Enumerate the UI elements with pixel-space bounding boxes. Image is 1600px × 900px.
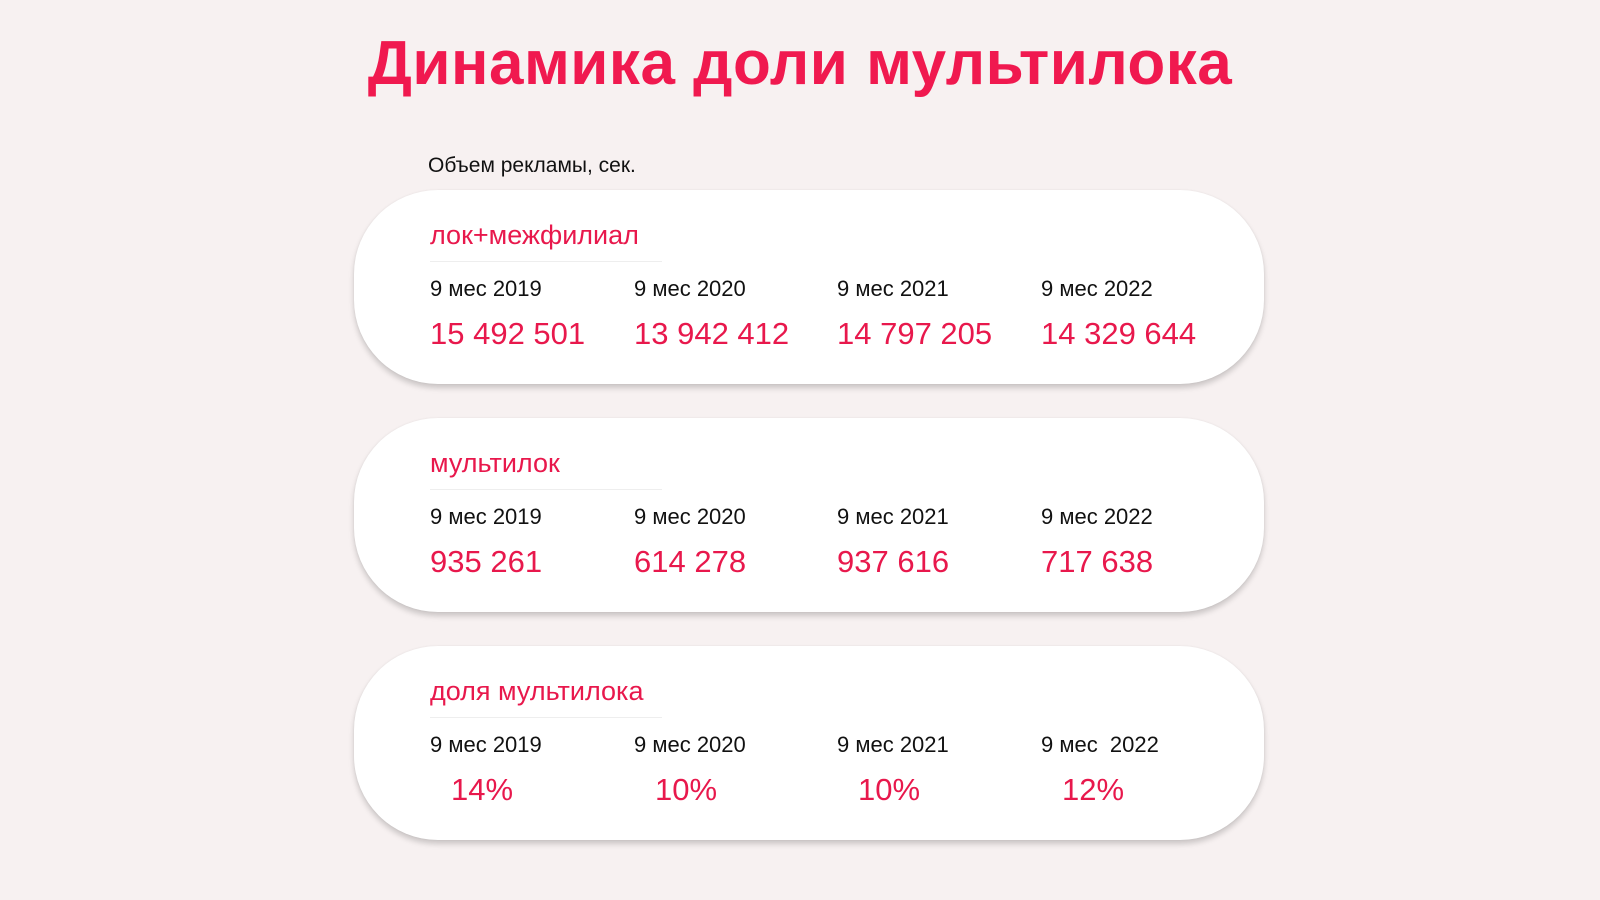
value: 15 492 501 [430,316,586,351]
card-lok-mezhfilial: лок+межфилиал 9 мес 2019 9 мес 2020 9 ме… [354,190,1264,384]
period-label: 9 мес 2022 [1041,732,1159,757]
percent-value: 14% [450,772,514,807]
card-multilok: мультилок 9 мес 2019 9 мес 2020 9 мес 20… [354,418,1264,612]
value: 717 638 [1041,544,1154,579]
period-label: 9 мес 2022 [1041,504,1153,529]
period-label: 9 мес 2021 [837,504,949,529]
page-title: Динамика доли мультилока [367,29,1233,98]
period-label: 9 мес 2019 [430,732,542,757]
value: 14 329 644 [1041,316,1197,351]
value: 937 616 [837,544,950,579]
percent-value: 12% [1061,772,1125,807]
period-label: 9 мес 2019 [430,276,542,301]
period-label: 9 мес 2021 [837,276,949,301]
value: 14 797 205 [837,316,993,351]
percent-value: 10% [654,772,718,807]
period-label: 9 мес 2020 [634,276,746,301]
value: 13 942 412 [634,316,790,351]
period-label: 9 мес 2020 [634,732,746,757]
card-label: мультилок [430,448,662,490]
value: 935 261 [430,544,543,579]
period-label: 9 мес 2020 [634,504,746,529]
subtitle: Объем рекламы, сек. [428,154,636,177]
card-dolya-multiloka: доля мультилока 9 мес 2019 9 мес 2020 9 … [354,646,1264,840]
percent-value: 10% [857,772,921,807]
period-label: 9 мес 2022 [1041,276,1153,301]
card-label: лок+межфилиал [430,220,662,262]
period-label: 9 мес 2019 [430,504,542,529]
period-label: 9 мес 2021 [837,732,949,757]
card-label: доля мультилока [430,676,662,718]
value: 614 278 [634,544,747,579]
